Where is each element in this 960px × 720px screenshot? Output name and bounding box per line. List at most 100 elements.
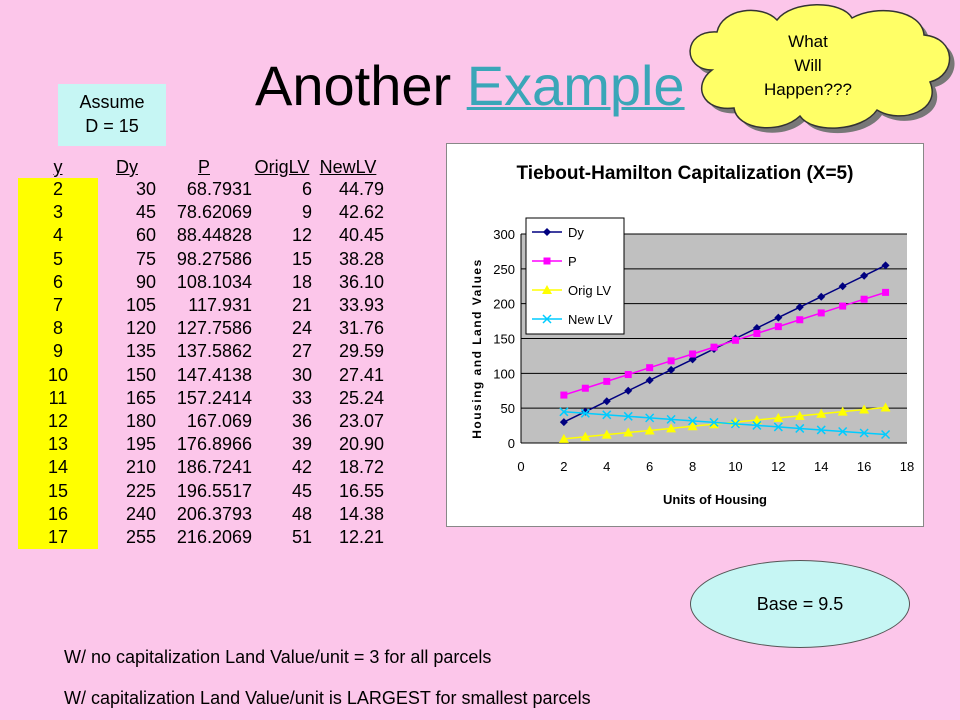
- table-row: 2 30 68.7931 6 44.79: [18, 178, 384, 202]
- cell-p: 186.7241: [176, 457, 252, 478]
- table-row: 8 120 127.7586 24 31.76: [18, 317, 384, 341]
- cell-y: 10: [18, 363, 98, 387]
- cell-y: 8: [18, 317, 98, 341]
- series-orig-lv-point: [837, 406, 848, 416]
- series-orig-lv-point: [558, 433, 569, 443]
- series-new-lv-point: [816, 425, 826, 435]
- series-p-point: [753, 329, 761, 337]
- cell-origlv: 18: [291, 271, 312, 292]
- x-tick-label: 8: [689, 459, 696, 474]
- cell-dy: 120: [125, 318, 156, 339]
- series-p-point: [603, 377, 611, 385]
- cell-newlv: 16.55: [338, 480, 384, 501]
- series-orig-lv-point: [687, 421, 698, 431]
- assume-line2: D = 15: [85, 116, 139, 136]
- cell-y: 12: [18, 409, 98, 434]
- y-tick-label: 100: [493, 366, 515, 381]
- cell-y: 17: [18, 525, 98, 549]
- series-dy-point: [559, 418, 568, 427]
- x-tick-label: 6: [646, 459, 653, 474]
- cell-dy: 75: [135, 248, 156, 269]
- series-p-point: [560, 391, 568, 399]
- cell-origlv: 36: [291, 410, 312, 431]
- table-row: 9 135 137.5862 27 29.59: [18, 340, 384, 364]
- cell-p: 157.2414: [176, 387, 252, 408]
- cloud-line3: Happen???: [764, 80, 852, 99]
- series-orig-lv-point: [580, 431, 591, 441]
- table-row: 7 105 117.931 21 33.93: [18, 293, 384, 318]
- legend-new-lv-marker: [542, 314, 552, 324]
- x-tick-label: 10: [728, 459, 742, 474]
- cell-p: 88.44828: [176, 225, 252, 246]
- cell-dy: 255: [125, 526, 156, 547]
- title-example-link[interactable]: Example: [466, 54, 685, 117]
- cell-p: 108.1034: [176, 271, 252, 292]
- cloud-text: What Will Happen???: [738, 30, 878, 102]
- series-dy-point: [645, 376, 654, 385]
- cell-origlv: 21: [291, 295, 312, 316]
- series-new-lv-point: [773, 422, 783, 432]
- cell-dy: 45: [135, 202, 156, 223]
- table-row: 13 195 176.8966 39 20.90: [18, 433, 384, 457]
- cell-newlv: 27.41: [338, 364, 384, 385]
- cell-newlv: 33.93: [338, 295, 384, 316]
- series-p-point: [731, 336, 739, 344]
- y-tick-label: 150: [493, 332, 515, 347]
- cell-newlv: 38.28: [338, 248, 384, 269]
- header-origlv: OrigLV: [254, 157, 310, 177]
- cell-origlv: 33: [291, 387, 312, 408]
- legend-orig-lv-marker: [542, 285, 552, 294]
- cell-newlv: 12.21: [338, 526, 384, 547]
- series-new-lv-point: [602, 410, 612, 420]
- cell-p: 147.4138: [176, 364, 252, 385]
- chart-title: Tiebout-Hamilton Capitalization (X=5): [517, 163, 854, 184]
- cell-dy: 225: [125, 480, 156, 501]
- y-tick-label: 0: [508, 436, 515, 451]
- cloud-line1: What: [788, 32, 828, 51]
- table-row: 16 240 206.3793 48 14.38: [18, 502, 384, 526]
- series-new-lv-point: [859, 428, 869, 438]
- series-new-lv-point: [645, 413, 655, 423]
- base-ellipse: Base = 9.5: [690, 560, 910, 648]
- series-new-lv-point: [580, 408, 590, 418]
- cell-newlv: 40.45: [338, 225, 384, 246]
- series-dy-point: [838, 282, 847, 291]
- cell-p: 68.7931: [186, 179, 252, 200]
- cell-dy: 150: [125, 364, 156, 385]
- series-orig-lv-point: [644, 425, 655, 435]
- legend-p-label: P: [568, 254, 577, 269]
- series-new-lv-line: [563, 411, 886, 436]
- cell-dy: 240: [125, 503, 156, 524]
- series-new-lv-point: [623, 411, 633, 421]
- cell-y: 14: [18, 456, 98, 480]
- cell-origlv: 30: [291, 364, 312, 385]
- x-tick-label: 16: [857, 459, 871, 474]
- series-p-line: [563, 291, 886, 396]
- table-row: 12 180 167.069 36 23.07: [18, 409, 384, 434]
- x-tick-label: 18: [900, 459, 914, 474]
- cell-p: 196.5517: [176, 480, 252, 501]
- series-p-point: [796, 316, 804, 324]
- cell-y: 11: [18, 386, 98, 410]
- series-new-lv-point: [881, 429, 891, 440]
- cell-y: 16: [18, 502, 98, 526]
- x-tick-label: 14: [814, 459, 828, 474]
- cell-y: 4: [18, 224, 98, 248]
- table-header-row: y Dy P OrigLV NewLV: [18, 152, 384, 178]
- legend-p-marker: [543, 257, 551, 265]
- series-p-point: [624, 371, 632, 379]
- assume-line1: Assume: [79, 92, 145, 112]
- cell-newlv: 25.24: [338, 387, 384, 408]
- cell-newlv: 42.62: [338, 202, 384, 223]
- series-dy-point: [795, 303, 804, 312]
- series-p-point: [860, 295, 868, 303]
- chart-container: Tiebout-Hamilton Capitalization (X=5) 0 50…: [446, 143, 924, 527]
- cell-dy: 90: [135, 271, 156, 292]
- table-row: 4 60 88.44828 12 40.45: [18, 224, 384, 248]
- y-tick-label: 200: [493, 297, 515, 312]
- cell-dy: 30: [135, 179, 156, 200]
- x-tick-label: 4: [603, 459, 610, 474]
- cell-origlv: 6: [301, 179, 312, 200]
- cell-origlv: 42: [291, 457, 312, 478]
- note-no-capitalization: W/ no capitalization Land Value/unit = 3…: [64, 647, 492, 667]
